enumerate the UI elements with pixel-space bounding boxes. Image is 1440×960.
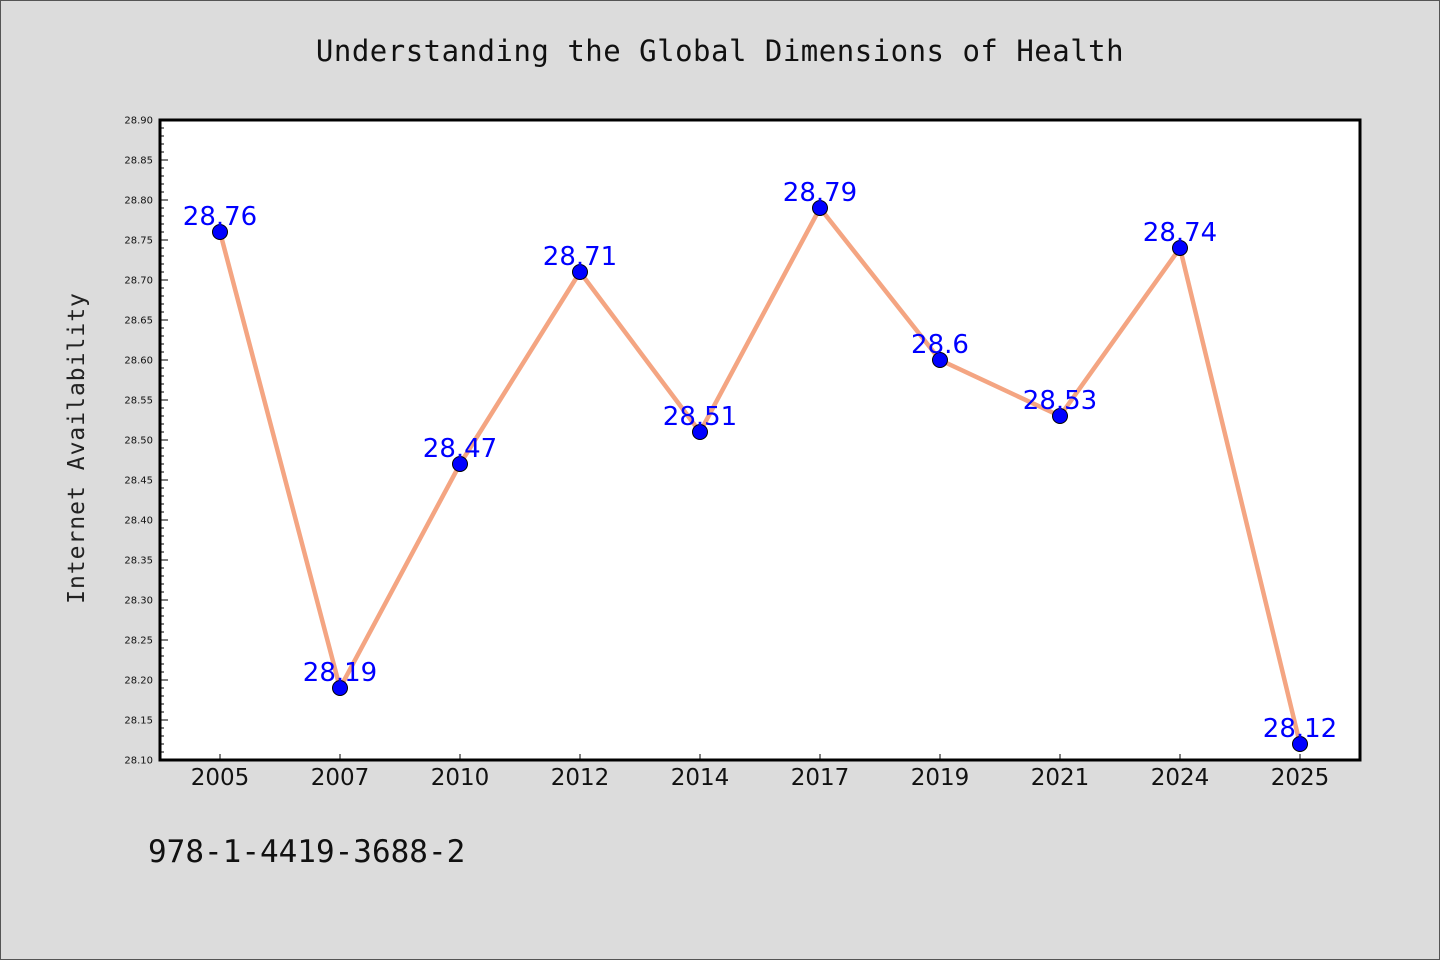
data-point [572, 264, 588, 280]
data-point [692, 424, 708, 440]
x-tick-label: 2017 [791, 765, 850, 791]
x-tick-label: 2024 [1151, 765, 1210, 791]
y-axis: 28.10 28.15 28.20 28.25 28.30 28.35 28.40 28.45… [124, 116, 168, 767]
y-tick-label: 28.35 [124, 556, 153, 567]
data-point [212, 224, 228, 240]
chart-title: Understanding the Global Dimensions of H… [315, 34, 1125, 68]
data-point [932, 352, 948, 368]
data-label: 28.12 [1263, 714, 1337, 744]
data-label: 28.79 [783, 178, 857, 208]
data-point [1172, 240, 1188, 256]
data-label: 28.74 [1143, 218, 1217, 248]
y-tick-label: 28.30 [124, 596, 153, 607]
series-line-group [212, 200, 1308, 752]
data-label: 28.76 [183, 202, 257, 232]
y-tick-label: 28.80 [124, 196, 153, 207]
x-axis: 2005 2007 2010 2012 2014 2017 2019 2021 2024 2025 [191, 754, 1330, 791]
y-tick-label: 28.90 [124, 116, 153, 127]
data-labels: 28.76 28.19 28.47 28.71 28.51 28.79 28.6 28.53 2… [183, 178, 1337, 744]
data-label: 28.51 [663, 402, 737, 432]
data-point [332, 680, 348, 696]
y-tick-label: 28.10 [124, 756, 153, 767]
y-tick-label: 28.45 [124, 476, 153, 487]
x-tick-label: 2005 [191, 765, 250, 791]
x-tick-label: 2014 [671, 765, 730, 791]
data-label: 28.47 [423, 434, 497, 464]
y-tick-label: 28.70 [124, 276, 153, 287]
y-tick-label: 28.40 [124, 516, 153, 527]
data-point [1052, 408, 1068, 424]
x-tick-label: 2021 [1031, 765, 1090, 791]
data-label: 28.71 [543, 242, 617, 272]
data-label: 28.6 [911, 330, 969, 360]
y-tick-label: 28.65 [124, 316, 153, 327]
data-point [452, 456, 468, 472]
y-tick-label: 28.15 [124, 716, 153, 727]
isbn-text: 978-1-4419-3688-2 [148, 834, 466, 870]
y-tick-label: 28.50 [124, 436, 153, 447]
y-tick-label: 28.20 [124, 676, 153, 687]
data-point [812, 200, 828, 216]
x-tick-label: 2012 [551, 765, 610, 791]
y-tick-label: 28.25 [124, 636, 153, 647]
x-tick-label: 2007 [311, 765, 370, 791]
y-tick-label: 28.85 [124, 156, 153, 167]
data-label: 28.19 [303, 658, 377, 688]
data-label: 28.53 [1023, 386, 1097, 416]
data-point [1292, 736, 1308, 752]
y-tick-label: 28.60 [124, 356, 153, 367]
x-tick-label: 2025 [1271, 765, 1330, 791]
x-tick-label: 2019 [911, 765, 970, 791]
series-line [217, 205, 1303, 745]
y-tick-label: 28.55 [124, 396, 153, 407]
x-tick-label: 2010 [431, 765, 490, 791]
y-tick-label: 28.75 [124, 236, 153, 247]
